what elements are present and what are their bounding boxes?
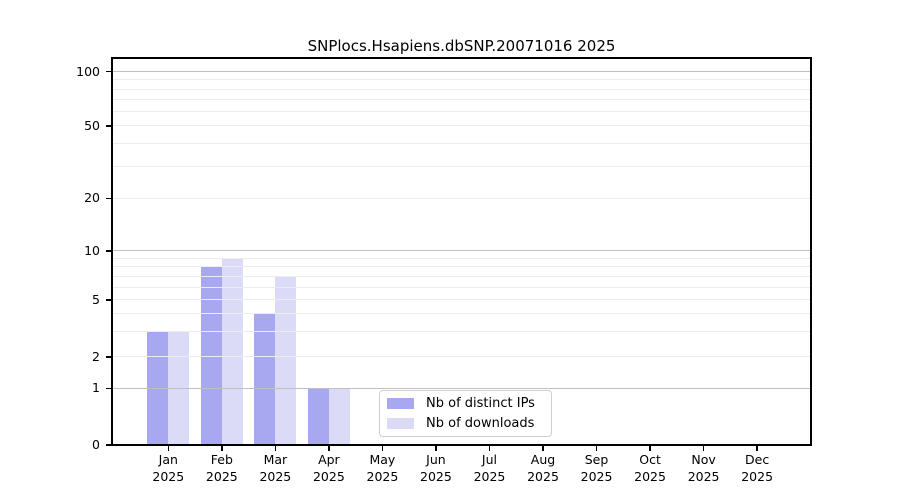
bar-nb-of-distinct-ips-apr: [307, 388, 329, 445]
x-tick-label-apr: Apr 2025: [312, 452, 345, 484]
x-tick-mar: [274, 445, 277, 451]
y-tick-20: [106, 197, 112, 200]
x-tick-label-jun: Jun 2025: [420, 452, 452, 484]
x-tick-oct: [649, 445, 651, 451]
y-tick-10: [106, 250, 112, 252]
x-tick-label-oct: Oct 2025: [634, 452, 666, 484]
chart-title: SNPlocs.Hsapiens.dbSNP.20071016 2025: [307, 37, 616, 55]
legend: Nb of distinct IPs Nb of downloads: [379, 390, 552, 437]
y-tick-label-100: 100: [76, 63, 100, 79]
x-tick-label-dec: Dec 2025: [741, 452, 774, 484]
legend-item-distinct-ips: Nb of distinct IPs: [387, 394, 543, 413]
y-tick-label-20: 20: [84, 190, 100, 206]
gridline-y-4: [112, 313, 811, 315]
legend-item-downloads: Nb of downloads: [387, 414, 543, 433]
gridline-y-100: [112, 71, 811, 73]
bar-nb-of-distinct-ips-mar: [254, 313, 276, 445]
y-tick-1: [106, 387, 112, 390]
gridline-y-70: [112, 99, 811, 101]
y-tick-label-0: 0: [92, 437, 100, 452]
x-tick-jul: [488, 445, 491, 451]
x-tick-label-aug: Aug 2025: [527, 452, 559, 484]
legend-label-distinct-ips: Nb of distinct IPs: [426, 396, 535, 411]
x-tick-label-nov: Nov 2025: [687, 452, 720, 484]
gridline-y-50: [112, 125, 811, 127]
legend-swatch-distinct-ips-icon: [387, 398, 414, 409]
x-tick-label-jan: Jan 2025: [152, 452, 185, 484]
x-tick-nov: [702, 445, 705, 451]
gridline-y-6: [112, 286, 811, 288]
gridline-y-40: [112, 143, 811, 145]
x-tick-label-jul: Jul 2025: [473, 452, 506, 484]
axis-spine-right: [810, 57, 812, 446]
axis-spine-bottom: [111, 444, 812, 446]
legend-label-downloads: Nb of downloads: [426, 416, 535, 431]
gridline-y-30: [112, 165, 811, 167]
x-tick-may: [381, 445, 384, 451]
gridline-y-8: [112, 266, 811, 268]
y-tick-label-50: 50: [84, 117, 100, 133]
x-tick-label-feb: Feb 2025: [205, 452, 238, 484]
y-tick-50: [106, 125, 112, 127]
legend-swatch-downloads-icon: [387, 418, 414, 429]
x-tick-sep: [595, 445, 598, 451]
y-tick-5: [106, 299, 112, 301]
plot-area: [112, 58, 811, 445]
x-tick-dec: [756, 445, 758, 451]
y-tick-0: [106, 444, 112, 446]
x-tick-feb: [221, 445, 223, 451]
gridline-y-10: [112, 250, 811, 252]
x-tick-apr: [328, 445, 330, 451]
x-tick-jan: [167, 445, 170, 451]
bar-nb-of-downloads-mar: [275, 276, 297, 445]
x-tick-aug: [542, 445, 544, 451]
gridline-y-20: [112, 197, 811, 199]
gridline-y-9: [112, 257, 811, 259]
gridline-y-90: [112, 79, 811, 81]
bar-nb-of-downloads-apr: [328, 388, 350, 445]
y-tick-100: [106, 70, 112, 73]
bar-nb-of-distinct-ips-feb: [200, 266, 222, 445]
gridline-y-7: [112, 275, 811, 277]
gridline-y-80: [112, 88, 811, 90]
y-tick-2: [106, 356, 112, 358]
x-tick-jun: [435, 445, 437, 451]
x-tick-label-may: May 2025: [366, 452, 399, 484]
gridline-y-1: [112, 387, 811, 389]
gridline-y-2: [112, 356, 811, 358]
y-tick-label-2: 2: [92, 348, 100, 364]
axis-spine-top: [111, 57, 812, 59]
y-tick-label-10: 10: [84, 242, 100, 258]
y-tick-label-5: 5: [92, 291, 100, 307]
gridline-y-60: [112, 111, 811, 113]
gridline-y-3: [112, 331, 811, 333]
gridline-y-5: [112, 299, 811, 301]
bar-nb-of-downloads-feb: [221, 258, 243, 445]
x-tick-label-sep: Sep 2025: [580, 452, 613, 484]
y-tick-label-1: 1: [92, 380, 100, 396]
x-tick-label-mar: Mar 2025: [259, 452, 292, 484]
